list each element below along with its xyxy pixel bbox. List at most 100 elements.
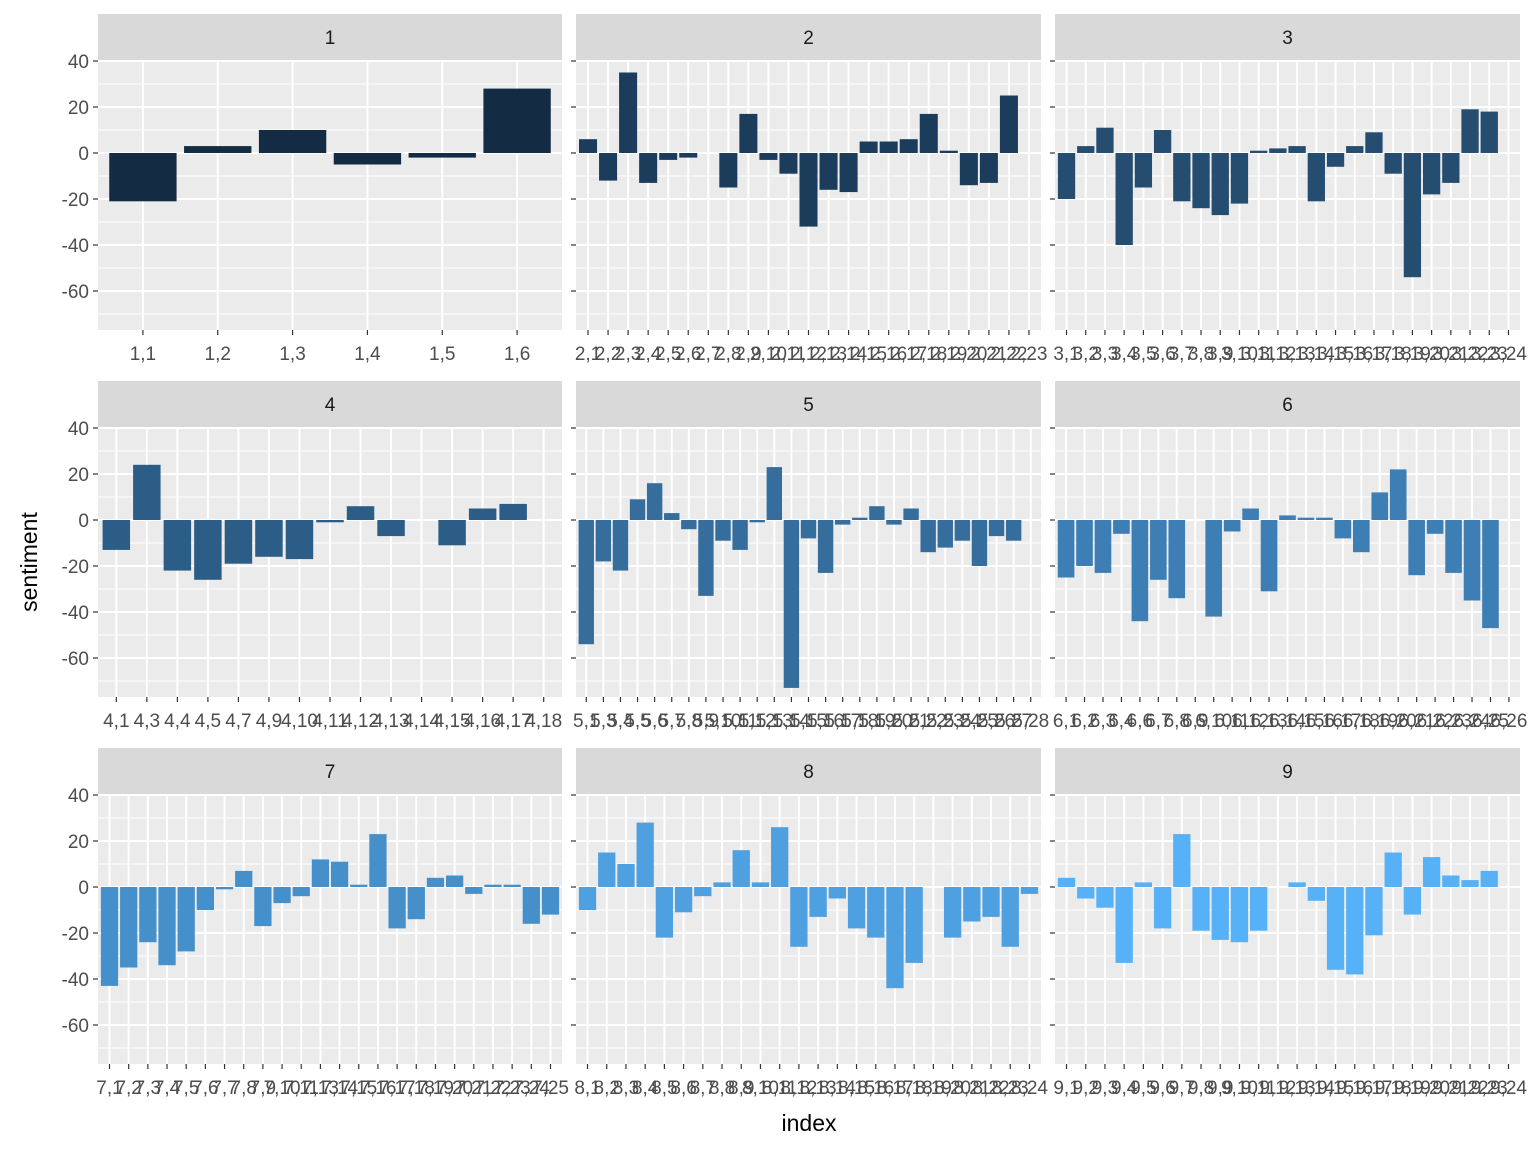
- x-tick-label: 6,26: [1490, 711, 1527, 732]
- y-tick-label: -40: [62, 236, 89, 257]
- y-tick-label: 20: [68, 465, 89, 486]
- x-tick-label: 5,17: [824, 711, 861, 732]
- x-tick-label: 8,22: [973, 1078, 1010, 1099]
- bar: [158, 887, 176, 966]
- x-tick-label: 7,14: [321, 1078, 358, 1099]
- x-tick-label: 2,15: [850, 344, 887, 365]
- x-tick-label: 7,24: [513, 1078, 550, 1099]
- bar: [943, 887, 962, 938]
- x-tick-label: 5,9: [693, 711, 719, 732]
- x-tick-label: 9,7: [1169, 1078, 1195, 1099]
- x-tick-label: 5,3: [590, 711, 616, 732]
- x-tick-label: 4,18: [525, 711, 562, 732]
- x-tick-label: 2,10: [750, 344, 787, 365]
- x-tick-label: 8,6: [670, 1078, 696, 1099]
- x-tick-label: 8,5: [651, 1078, 677, 1099]
- bar: [809, 887, 827, 917]
- x-tick-label: 6,12: [1232, 711, 1269, 732]
- bar: [1389, 469, 1407, 520]
- bar: [859, 141, 878, 153]
- bar: [817, 520, 834, 573]
- bar: [852, 517, 868, 520]
- x-tick-label: 2,7: [695, 344, 721, 365]
- bar: [316, 520, 344, 523]
- bar: [1230, 153, 1249, 204]
- x-tick-label: 4,11: [312, 711, 348, 732]
- y-tick-label: 40: [68, 52, 89, 73]
- bar: [407, 887, 425, 920]
- bar: [681, 520, 697, 530]
- x-tick-label: 6,10: [1195, 711, 1232, 732]
- bar: [979, 153, 998, 183]
- x-tick-label: 7,21: [455, 1078, 492, 1099]
- bar: [1001, 887, 1019, 947]
- x-axis-title: index: [782, 1110, 837, 1136]
- bar: [1153, 130, 1172, 153]
- bar: [971, 520, 988, 566]
- bar: [749, 520, 765, 523]
- y-tick-label: 20: [68, 98, 89, 119]
- bar: [1326, 153, 1345, 167]
- x-tick-label: 6,19: [1361, 711, 1398, 732]
- x-tick-label: 8,17: [876, 1078, 913, 1099]
- x-tick-label: 9,17: [1355, 1078, 1392, 1099]
- bar: [215, 887, 234, 890]
- facet-strip-label: 9: [1282, 762, 1293, 783]
- x-tick-label: 6,11: [1214, 711, 1250, 732]
- x-tick-label: 6,20: [1380, 711, 1417, 732]
- bar: [484, 884, 502, 887]
- y-tick-label: 40: [68, 419, 89, 440]
- bar: [1211, 153, 1229, 216]
- facet-strip: [576, 381, 1041, 427]
- bar: [1096, 887, 1114, 908]
- bar: [438, 520, 466, 546]
- bar: [783, 520, 800, 688]
- bar: [1269, 148, 1287, 153]
- x-tick-label: 9,8: [1188, 1078, 1214, 1099]
- x-tick-label: 6,7: [1145, 711, 1171, 732]
- bar: [834, 520, 851, 525]
- bar: [655, 887, 674, 938]
- y-tick-label: -20: [62, 557, 89, 578]
- bar: [377, 520, 405, 537]
- x-tick-label: 4,10: [281, 711, 318, 732]
- bar: [598, 852, 616, 887]
- x-tick-label: 9,1: [1053, 1078, 1079, 1099]
- bar: [659, 153, 678, 160]
- x-tick-label: 7,19: [417, 1078, 454, 1099]
- facet-strip-label: 6: [1282, 395, 1293, 416]
- bar: [1482, 520, 1499, 629]
- x-tick-label: 8,19: [915, 1078, 952, 1099]
- x-tick-label: 9,23: [1471, 1078, 1508, 1099]
- bar: [963, 887, 981, 922]
- bar: [1211, 887, 1229, 940]
- bar: [1297, 517, 1315, 520]
- y-tick-label: 40: [68, 786, 89, 807]
- bar: [1115, 153, 1133, 245]
- x-tick-label: 7,4: [154, 1078, 181, 1099]
- bar: [1173, 153, 1191, 202]
- bar: [698, 520, 714, 596]
- bar: [939, 150, 958, 153]
- x-tick-label: 4,7: [225, 711, 251, 732]
- facet-strip: [98, 748, 562, 794]
- bar: [619, 72, 638, 153]
- x-tick-label: 5,15: [790, 711, 827, 732]
- bar: [254, 887, 272, 927]
- bar: [177, 887, 195, 952]
- x-tick-label: 1,4: [354, 344, 381, 365]
- x-tick-label: 2,12: [790, 344, 827, 365]
- x-tick-label: 3,5: [1130, 344, 1156, 365]
- bar: [330, 861, 349, 887]
- bar: [759, 153, 778, 160]
- y-tick-label: 0: [78, 144, 89, 165]
- x-tick-label: 1,5: [429, 344, 455, 365]
- bar: [1371, 492, 1389, 520]
- x-tick-label: 6,4: [1108, 711, 1135, 732]
- bar: [1422, 153, 1441, 195]
- bar: [1057, 153, 1076, 199]
- x-tick-label: 6,17: [1324, 711, 1361, 732]
- x-tick-label: 9,20: [1413, 1078, 1450, 1099]
